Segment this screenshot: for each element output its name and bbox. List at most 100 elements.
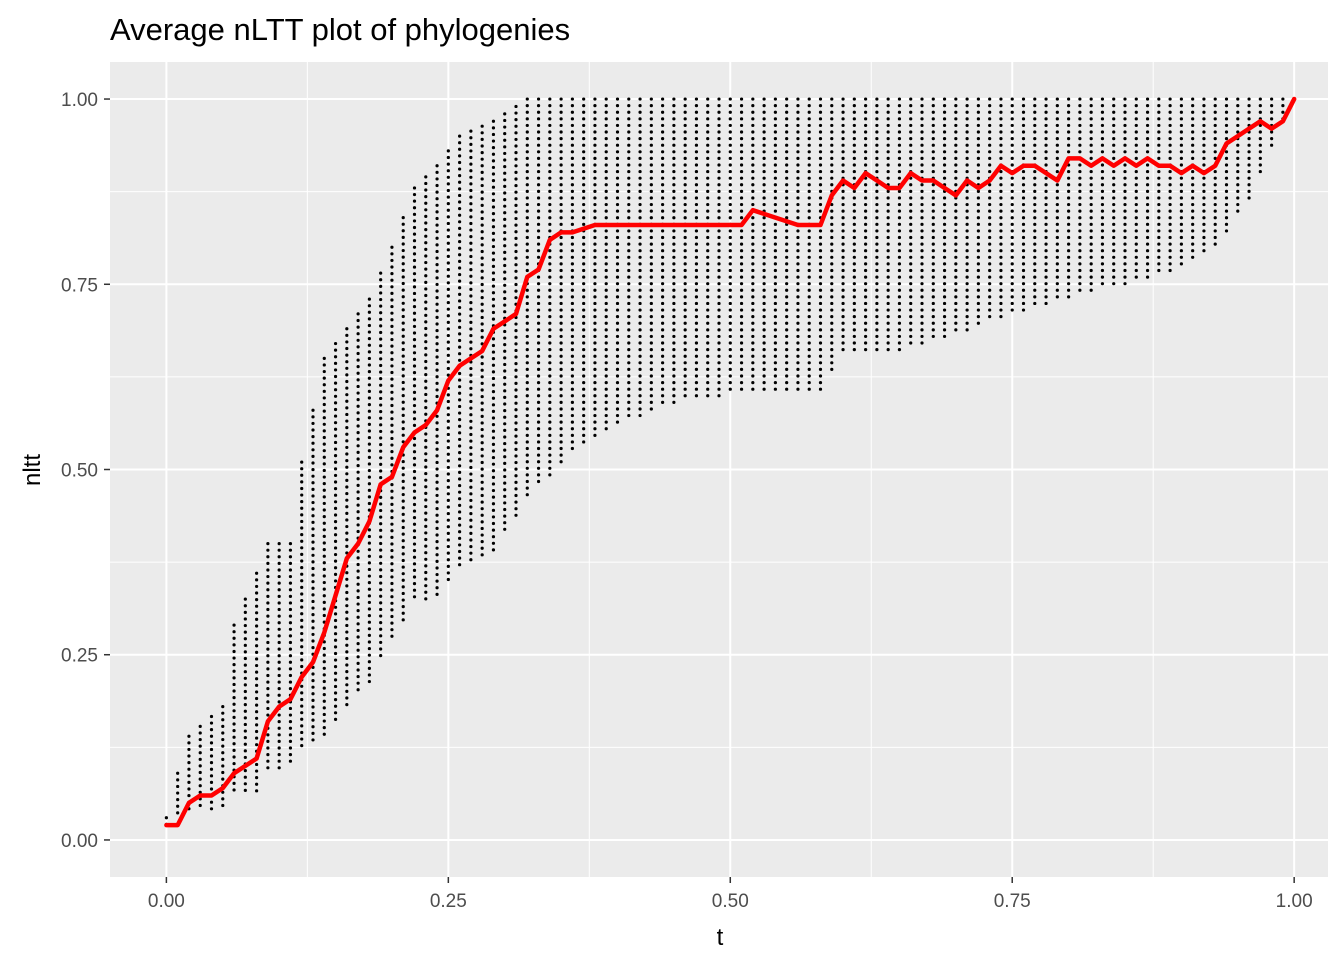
data-point <box>841 348 845 352</box>
data-point <box>604 348 608 352</box>
data-point <box>604 262 608 266</box>
data-point <box>954 308 958 312</box>
data-point <box>1067 137 1071 141</box>
data-point <box>1089 117 1093 121</box>
data-point <box>514 210 518 214</box>
data-point <box>717 196 721 200</box>
data-point <box>773 130 777 134</box>
data-point <box>525 130 529 134</box>
data-point <box>942 150 947 154</box>
data-point <box>187 780 191 784</box>
data-point <box>1044 229 1048 233</box>
data-point <box>446 268 450 272</box>
data-point <box>570 202 574 207</box>
data-point <box>818 189 823 193</box>
data-point <box>491 277 496 282</box>
data-point <box>886 202 890 207</box>
data-point <box>649 169 653 174</box>
data-point <box>559 460 563 464</box>
data-point <box>480 170 484 174</box>
data-point <box>333 717 338 722</box>
data-point <box>773 262 777 266</box>
data-point <box>649 301 653 306</box>
data-point <box>965 315 969 319</box>
data-point <box>593 104 597 108</box>
data-point <box>807 361 811 365</box>
data-point <box>1044 110 1048 114</box>
data-point <box>706 288 710 292</box>
data-point <box>875 315 879 319</box>
data-point <box>277 700 281 704</box>
data-point <box>390 542 394 546</box>
data-point <box>593 202 597 207</box>
data-point <box>942 156 947 160</box>
data-point <box>1033 123 1037 128</box>
data-point <box>333 348 338 352</box>
data-point <box>469 268 473 272</box>
data-point <box>694 262 699 266</box>
data-point <box>491 238 496 242</box>
data-point <box>390 417 394 421</box>
data-point <box>807 216 811 220</box>
data-point <box>852 216 856 220</box>
data-point <box>367 679 371 684</box>
data-point <box>1247 150 1251 154</box>
data-point <box>243 683 247 687</box>
data-point <box>1010 288 1014 292</box>
data-point <box>491 198 496 202</box>
data-point <box>367 442 371 446</box>
data-point <box>356 642 360 646</box>
data-point <box>390 258 394 263</box>
data-point <box>1134 268 1138 273</box>
data-point <box>909 242 913 246</box>
data-point <box>514 401 518 405</box>
data-point <box>649 110 653 114</box>
data-point <box>412 206 417 210</box>
data-point <box>683 163 687 167</box>
data-point <box>717 288 721 292</box>
data-point <box>514 131 518 135</box>
data-point <box>356 457 360 461</box>
data-point <box>965 268 969 273</box>
data-point <box>548 137 552 141</box>
data-point <box>627 288 631 292</box>
data-point <box>999 222 1003 226</box>
data-point <box>683 334 687 339</box>
data-point <box>266 548 270 552</box>
data-point <box>627 156 631 160</box>
data-point <box>739 110 744 114</box>
data-point <box>458 259 462 263</box>
data-point <box>864 295 868 299</box>
data-point <box>367 594 371 598</box>
data-point <box>751 387 755 391</box>
data-point <box>1033 229 1037 233</box>
data-point <box>886 308 890 312</box>
data-point <box>909 249 913 253</box>
data-point <box>683 348 687 352</box>
data-point <box>796 97 800 101</box>
data-point <box>514 454 518 458</box>
data-point <box>311 639 315 643</box>
data-point <box>739 387 744 391</box>
data-point <box>232 755 236 759</box>
data-point <box>525 156 529 160</box>
data-point <box>818 341 823 345</box>
data-point <box>367 673 371 677</box>
data-point <box>356 325 360 329</box>
data-point <box>401 433 405 437</box>
data-point <box>1134 169 1138 174</box>
data-point <box>1010 249 1014 253</box>
data-point <box>356 661 360 666</box>
data-point <box>762 137 766 141</box>
data-point <box>604 110 608 114</box>
data-point <box>424 247 428 251</box>
data-point <box>672 202 676 207</box>
data-point <box>1033 288 1037 292</box>
data-point <box>514 355 518 359</box>
data-point <box>255 769 259 773</box>
data-point <box>232 742 236 746</box>
data-point <box>728 123 732 128</box>
data-point <box>1033 150 1037 154</box>
data-point <box>446 175 450 179</box>
data-point <box>683 255 687 259</box>
